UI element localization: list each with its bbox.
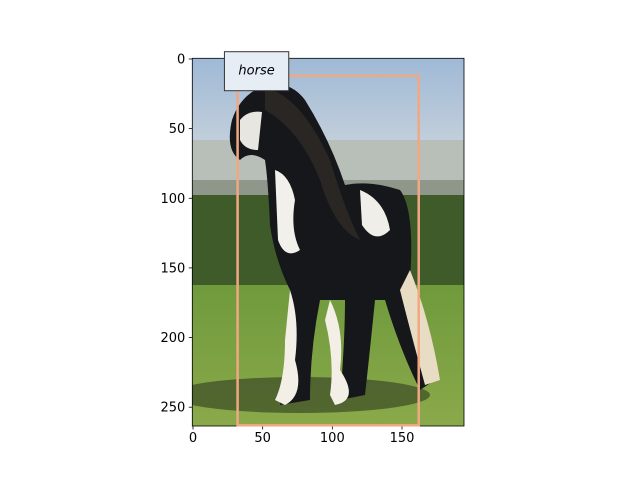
y-tick-label: 0 — [177, 52, 185, 67]
x-tick-label: 150 — [390, 431, 415, 446]
y-tick-label: 200 — [160, 331, 185, 346]
y-tick-label: 250 — [160, 401, 185, 416]
bounding-box — [236, 74, 420, 427]
photo — [192, 58, 465, 426]
y-tick-label: 150 — [160, 261, 185, 276]
y-tick-label: 50 — [169, 122, 186, 137]
x-tick-label: 100 — [320, 431, 345, 446]
y-tick-label: 100 — [160, 192, 185, 207]
box-label: horse — [223, 51, 290, 92]
x-tick-label: 0 — [189, 431, 197, 446]
label-background — [223, 51, 290, 92]
box-label-text: horse — [238, 64, 274, 79]
x-tick-label: 50 — [254, 431, 271, 446]
